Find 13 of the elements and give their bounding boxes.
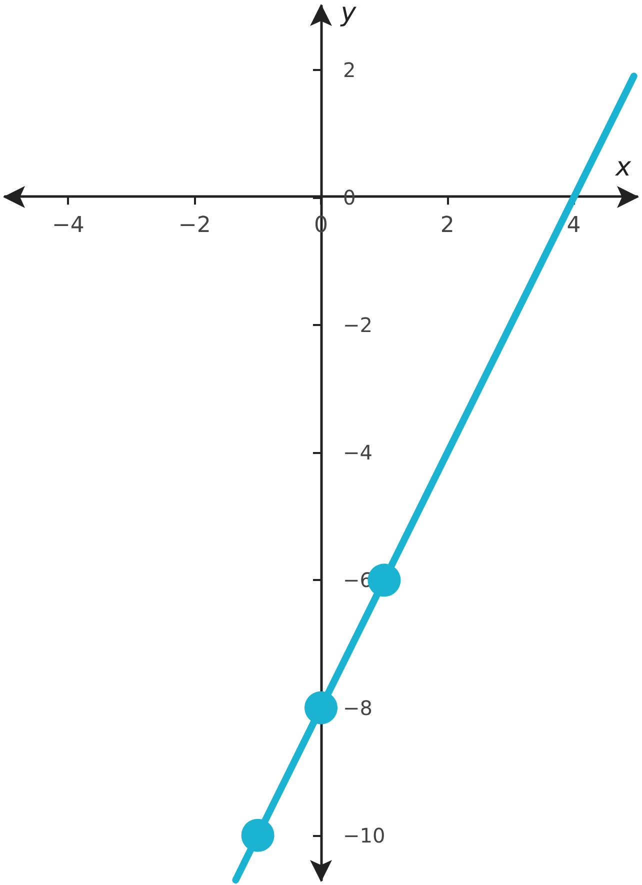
y-tick-label: −10 (343, 823, 386, 848)
y-tick-label: −4 (343, 440, 372, 465)
x-tick-label: 2 (440, 213, 454, 238)
x-tick-label: −2 (178, 213, 211, 238)
x-axis-title: x (614, 152, 632, 183)
y-tick-label: −8 (343, 696, 372, 720)
y-axis-title: y (340, 0, 357, 28)
y-tick-label: −2 (343, 312, 372, 337)
point (241, 818, 274, 852)
y-tick-label: 2 (343, 58, 356, 82)
x-tick-label: 4 (566, 213, 581, 238)
x-tick-label: −4 (52, 213, 84, 238)
point (304, 691, 338, 724)
